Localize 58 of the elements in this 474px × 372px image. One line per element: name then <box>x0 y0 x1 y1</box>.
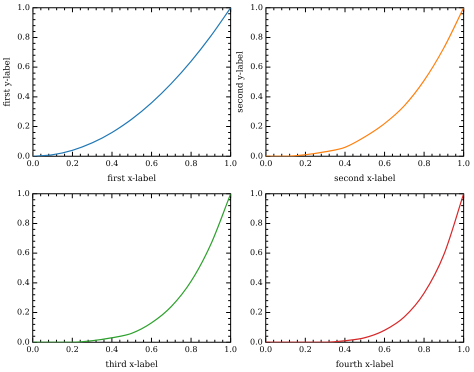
x-tick-label: 0.8 <box>418 159 430 168</box>
y-tick-label: 0.6 <box>16 248 30 258</box>
y-tick-label: 0.2 <box>16 308 30 317</box>
y-tick-label: 0.8 <box>16 218 30 228</box>
x-tick-label: 1.0 <box>457 345 470 354</box>
x-axis-title: fourth x-label <box>336 360 394 370</box>
x-tick-label: 0.6 <box>145 159 158 168</box>
x-tick-label: 0.2 <box>66 159 79 168</box>
y-tick-label: 1.0 <box>250 2 263 12</box>
y-tick-label: 0.4 <box>16 278 30 287</box>
x-axis-title: first x-label <box>107 174 156 184</box>
x-tick-label: 1.0 <box>457 159 470 168</box>
x-tick-label: 0.0 <box>26 159 40 168</box>
line-series <box>266 194 464 342</box>
x-tick-label: 0.4 <box>338 159 352 168</box>
x-tick-label: 0.8 <box>418 345 430 354</box>
y-tick-label: 0.4 <box>250 278 263 287</box>
y-tick-label: 0.0 <box>17 151 30 160</box>
x-axis-title: second x-label <box>334 174 396 184</box>
line-series <box>32 194 231 342</box>
y-axis-title: first y-label <box>2 57 12 106</box>
x-tick-label: 0.0 <box>260 159 272 168</box>
x-tick-label: 0.8 <box>184 345 198 354</box>
y-tick-label: 0.2 <box>250 308 263 317</box>
y-tick-label: 0.2 <box>250 122 263 131</box>
x-tick-label: 1.0 <box>224 345 238 354</box>
y-tick-label: 0.6 <box>17 62 30 72</box>
y-tick-label: 0.0 <box>250 337 263 346</box>
y-tick-label: 1.0 <box>17 2 30 12</box>
y-tick-label: 0.4 <box>17 92 30 101</box>
x-tick-label: 0.6 <box>378 345 391 354</box>
y-tick-label: 0.0 <box>16 337 30 346</box>
y-tick-label: 0.2 <box>17 122 30 131</box>
x-tick-label: 0.8 <box>184 159 198 168</box>
line-series <box>266 8 464 156</box>
x-tick-label: 0.6 <box>145 345 158 354</box>
x-axis-title: third x-label <box>106 360 158 370</box>
y-tick-label: 0.8 <box>250 32 263 42</box>
x-tick-label: 0.0 <box>259 345 272 354</box>
y-tick-label: 1.0 <box>16 188 30 198</box>
y-tick-label: 1.0 <box>250 188 263 198</box>
y-tick-label: 0.8 <box>250 218 263 228</box>
y-tick-label: 0.8 <box>17 32 30 42</box>
y-tick-label: 0.6 <box>250 248 263 258</box>
x-tick-label: 0.4 <box>338 345 352 354</box>
x-tick-label: 0.2 <box>299 159 312 168</box>
line-series <box>32 8 231 156</box>
x-tick-label: 0.0 <box>26 345 40 354</box>
x-tick-label: 0.4 <box>106 345 118 354</box>
x-tick-label: 1.0 <box>224 159 238 168</box>
y-axis-title: second y-label <box>235 50 246 113</box>
x-tick-label: 0.2 <box>66 345 79 354</box>
x-tick-label: 0.2 <box>298 345 312 354</box>
y-tick-label: 0.0 <box>250 151 263 160</box>
x-tick-label: 0.6 <box>378 159 391 168</box>
x-tick-label: 0.4 <box>106 159 118 168</box>
y-tick-label: 0.4 <box>250 92 263 101</box>
y-tick-label: 0.6 <box>250 62 263 72</box>
